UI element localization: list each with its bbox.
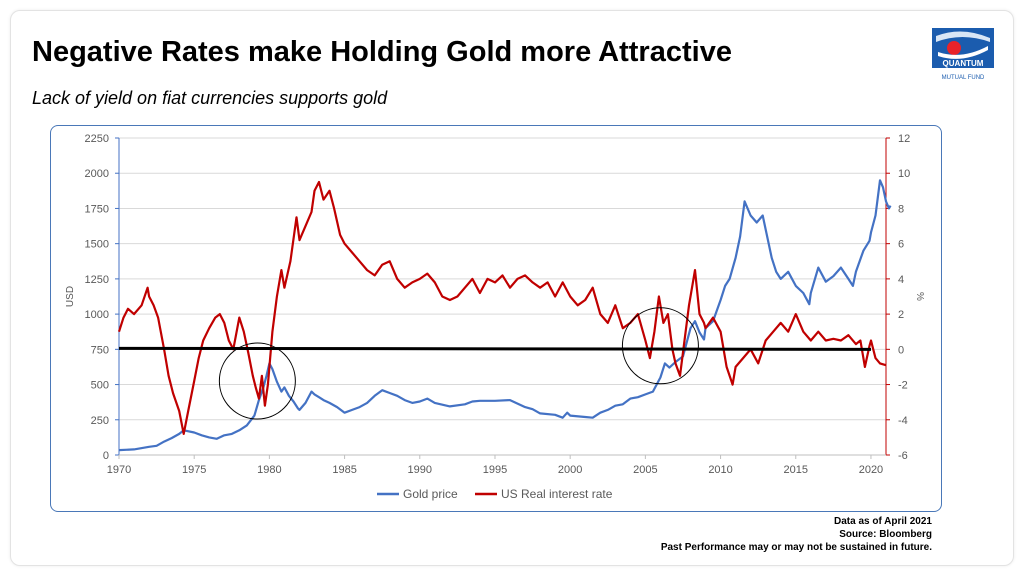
y-left-tick-label: 1000 — [85, 309, 109, 321]
footer-source: Source: Bloomberg — [839, 529, 932, 540]
x-tick-label: 2000 — [558, 464, 582, 476]
y-left-tick-label: 1500 — [85, 239, 109, 251]
footer-notes: Data as of April 2021 Source: Bloomberg … — [661, 515, 932, 554]
slide-title: Negative Rates make Holding Gold more At… — [32, 36, 732, 68]
chart-svg: 0 250 500 750 1000 1250 1500 1750 2000 2250 -6 -4 -2… — [65, 133, 925, 501]
y-left-tick-label: 0 — [103, 450, 109, 462]
x-tick-label: 1990 — [408, 464, 432, 476]
y-right-tick-label: -4 — [898, 415, 908, 427]
x-tick-label: 1980 — [257, 464, 281, 476]
logo-red-circle — [947, 41, 961, 55]
y-right-tick-label: -2 — [898, 380, 908, 392]
slide-subtitle: Lack of yield on fiat currencies support… — [32, 88, 388, 108]
y-right-tick-label: 6 — [898, 239, 904, 251]
footer-disclaimer: Past Performance may or may not be susta… — [660, 542, 932, 553]
y-left-tick-label: 750 — [91, 344, 109, 356]
logo-swoosh-bottom — [938, 46, 988, 59]
y-right-tick-label: 2 — [898, 309, 904, 321]
y-right-tick-label: 0 — [898, 344, 904, 356]
reference-zero-line — [118, 346, 872, 351]
y-right-tick-label: 12 — [898, 133, 910, 145]
x-tick-label: 2015 — [784, 464, 808, 476]
annotation-circle — [621, 307, 699, 385]
annotation-circle — [218, 342, 296, 420]
x-tick-label: 1985 — [332, 464, 356, 476]
x-tick-label: 2020 — [859, 464, 883, 476]
y-right-tick-label: -6 — [898, 450, 908, 462]
x-tick-label: 1975 — [182, 464, 206, 476]
y-right-tick-label: 8 — [898, 203, 904, 215]
x-tick-label: 1970 — [107, 464, 131, 476]
y-right-tick-label: 4 — [898, 274, 904, 286]
series-line-us-real-interest-rate — [117, 180, 887, 435]
y-right-axis-title: % — [914, 292, 925, 301]
y-right-tick-label: 10 — [898, 168, 910, 180]
logo-tagline: MUTUAL FUND — [942, 75, 985, 81]
y-left-tick-label: 1750 — [85, 203, 109, 215]
x-tick-label: 2010 — [708, 464, 732, 476]
footer-data-date: Data as of April 2021 — [833, 516, 932, 527]
series-line-gold-price — [118, 179, 892, 452]
logo-name: QUANTUM — [943, 59, 984, 68]
legend-label-us-real-interest-rate: US Real interest rate — [501, 487, 613, 501]
chart-container: 0 250 500 750 1000 1250 1500 1750 2000 2250 -6 -4 -2… — [50, 125, 942, 512]
y-left-axis-title: USD — [65, 286, 76, 307]
y-left-tick-label: 2000 — [85, 168, 109, 180]
y-left-tick-label: 250 — [91, 415, 109, 427]
y-left-tick-label: 500 — [91, 380, 109, 392]
x-tick-label: 2005 — [633, 464, 657, 476]
logo-text-block — [932, 68, 994, 86]
legend-label-gold-price: Gold price — [403, 487, 458, 501]
x-tick-label: 1995 — [483, 464, 507, 476]
y-left-tick-label: 1250 — [85, 274, 109, 286]
quantum-logo-graphic: QUANTUM MUTUAL FUND — [932, 28, 994, 86]
y-left-tick-label: 2250 — [85, 133, 109, 145]
logo-swoosh-top — [936, 31, 990, 42]
quantum-logo: QUANTUM MUTUAL FUND — [932, 28, 994, 86]
